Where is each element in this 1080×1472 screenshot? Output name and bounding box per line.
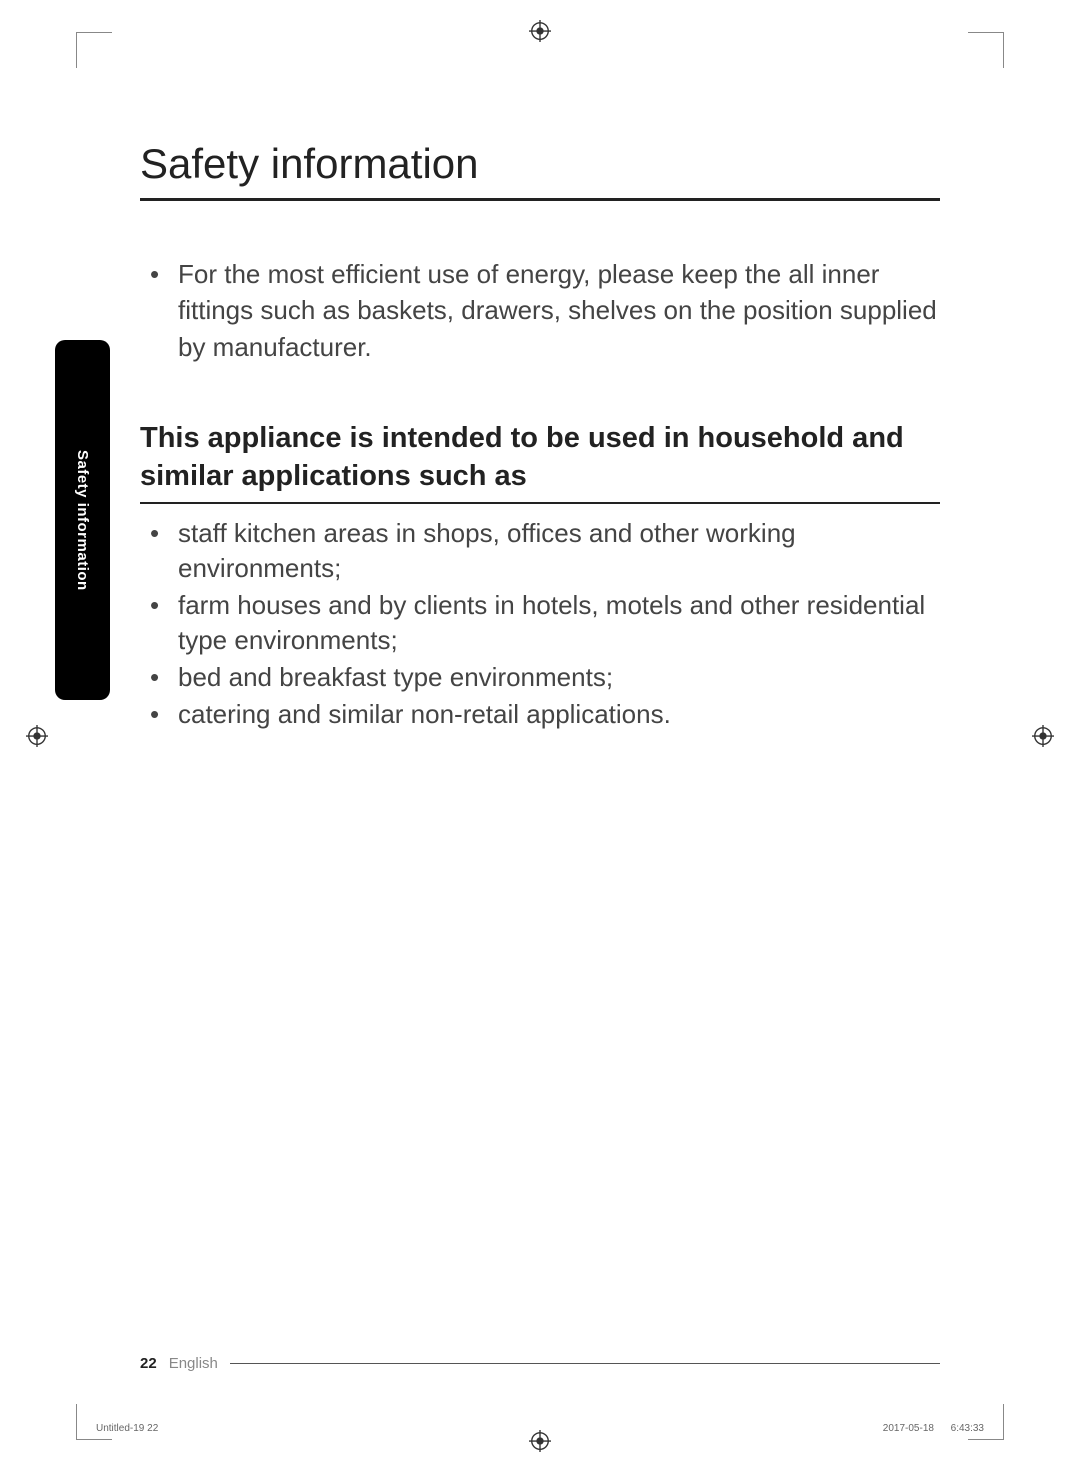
registration-mark-icon xyxy=(529,1430,551,1452)
list-item: For the most efficient use of energy, pl… xyxy=(178,256,940,365)
print-meta-right: 2017-05-18 6:43:33 xyxy=(883,1423,984,1434)
side-tab: Safety information xyxy=(55,340,110,700)
intro-list: For the most efficient use of energy, pl… xyxy=(140,256,940,365)
body-list: staff kitchen areas in shops, offices an… xyxy=(140,516,940,733)
crop-mark-bottom-left xyxy=(76,1404,112,1440)
page-content: Safety information For the most efficien… xyxy=(140,140,940,734)
registration-mark-icon xyxy=(1032,725,1054,747)
crop-mark-top-right xyxy=(968,32,1004,68)
crop-mark-top-left xyxy=(76,32,112,68)
side-tab-label: Safety information xyxy=(74,450,91,591)
list-item: catering and similar non-retail applicat… xyxy=(178,697,940,732)
page-title: Safety information xyxy=(140,140,940,201)
crop-mark-bottom-right xyxy=(968,1404,1004,1440)
footer-language: English xyxy=(169,1355,218,1372)
list-item: farm houses and by clients in hotels, mo… xyxy=(178,588,940,658)
page-number: 22 xyxy=(140,1355,157,1372)
page-footer: 22 English xyxy=(140,1355,940,1372)
section-heading: This appliance is intended to be used in… xyxy=(140,420,940,503)
list-item: staff kitchen areas in shops, offices an… xyxy=(178,516,940,586)
print-meta-left: Untitled-19 22 xyxy=(96,1423,158,1434)
footer-rule xyxy=(230,1363,940,1364)
registration-mark-icon xyxy=(26,725,48,747)
list-item: bed and breakfast type environments; xyxy=(178,660,940,695)
registration-mark-icon xyxy=(529,20,551,42)
